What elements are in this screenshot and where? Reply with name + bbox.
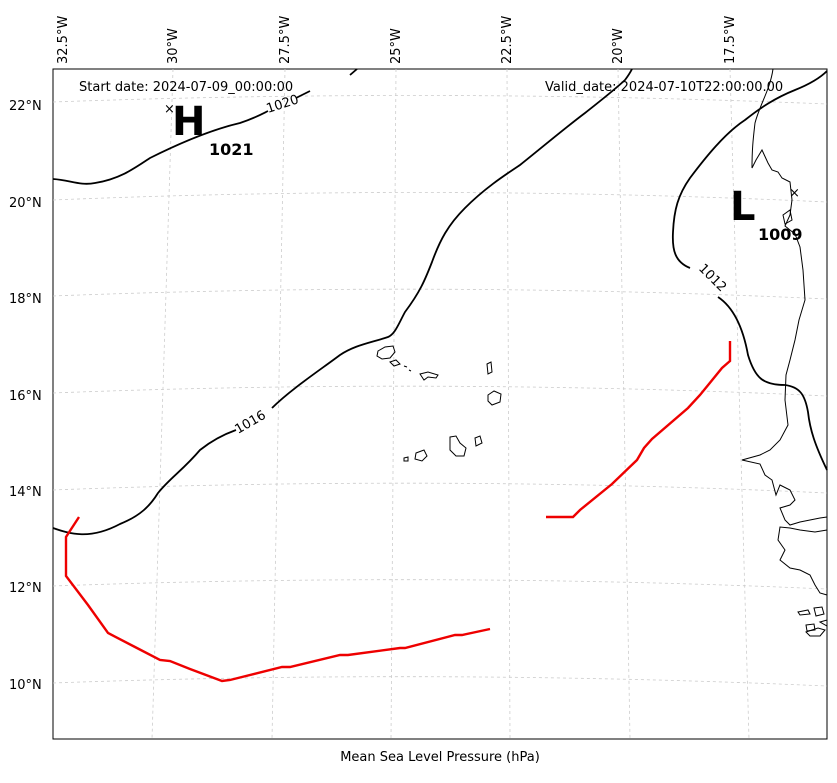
high-pressure-symbol: H — [172, 99, 205, 145]
map-title: Mean Sea Level Pressure (hPa) — [340, 750, 540, 765]
africa-coast-south — [777, 526, 828, 596]
island-sal — [486, 361, 493, 375]
island-sao-nicolau — [419, 371, 439, 381]
low-pressure-value: 1009 — [758, 225, 803, 244]
low-center-marker: × — [789, 186, 800, 201]
gridline-lat-16n — [52, 385, 828, 397]
isobars — [52, 68, 828, 536]
lat-label-22n: 22°N — [9, 99, 42, 114]
lon-label-17-5w: 17.5°W — [723, 16, 738, 64]
red-track-east — [546, 341, 732, 519]
gridline-lon-27-5w — [271, 68, 286, 740]
islet-2 — [813, 606, 825, 617]
island-maio — [474, 435, 483, 447]
islet-santa-luzia — [403, 365, 412, 372]
islet-1 — [797, 609, 811, 616]
lon-label-25w: 25°W — [389, 28, 404, 64]
gridline-lat-12n — [52, 579, 828, 590]
lat-label-14n: 14°N — [9, 485, 42, 500]
gridline-lon-30w — [151, 68, 174, 740]
lat-label-20n: 20°N — [9, 196, 42, 211]
center-markers: × × — [164, 102, 800, 201]
gridline-lon-25w — [390, 68, 397, 740]
islet-5 — [818, 619, 828, 627]
island-fogo — [414, 449, 428, 462]
gridline-lat-22n — [52, 95, 828, 105]
isobar-1016 — [52, 68, 633, 536]
start-date-label: Start date: 2024-07-09_00:00:00 — [79, 80, 293, 95]
island-brava — [403, 456, 409, 462]
lon-label-32-5w: 32.5°W — [56, 16, 71, 64]
island-santo-antao — [376, 345, 396, 360]
lon-label-22-5w: 22.5°W — [500, 16, 515, 64]
isobar-1012 — [671, 70, 828, 471]
gridline-lat-10n — [52, 676, 828, 687]
coastline — [376, 68, 828, 637]
lat-label-10n: 10°N — [9, 678, 42, 693]
island-sao-vicente — [389, 359, 401, 367]
isobar-1020 — [52, 68, 358, 185]
longitude-labels: 32.5°W 30°W 27.5°W 25°W 22.5°W 20°W 17.5… — [56, 16, 738, 64]
lon-label-27-5w: 27.5°W — [278, 16, 293, 64]
lat-label-18n: 18°N — [9, 292, 42, 307]
lat-label-16n: 16°N — [9, 389, 42, 404]
lon-label-20w: 20°W — [611, 28, 626, 64]
islet-3 — [805, 623, 816, 632]
africa-coast — [741, 68, 828, 526]
latitude-labels: 22°N 20°N 18°N 16°N 14°N 12°N 10°N — [9, 99, 42, 693]
gridline-lon-20w — [617, 68, 631, 740]
low-pressure-symbol: L — [730, 184, 756, 230]
high-pressure-value: 1021 — [209, 140, 254, 159]
map-frame — [52, 68, 828, 740]
gridline-lon-22-5w — [506, 68, 511, 740]
island-dakar — [782, 209, 793, 225]
gridline-lat-20n — [52, 192, 828, 203]
lat-label-12n: 12°N — [9, 581, 42, 596]
red-track-southwest — [64, 516, 491, 683]
lon-label-30w: 30°W — [166, 28, 181, 64]
gridline-lat-18n — [52, 288, 828, 300]
valid-date-label: Valid_date: 2024-07-10T22:00:00.00 — [545, 80, 783, 95]
island-boa-vista — [487, 390, 502, 406]
red-tracks — [64, 341, 732, 683]
gridline-lon-17-5w — [729, 68, 750, 740]
islet-4 — [805, 627, 826, 637]
island-santiago — [449, 435, 467, 457]
high-center-marker: × — [164, 102, 175, 117]
